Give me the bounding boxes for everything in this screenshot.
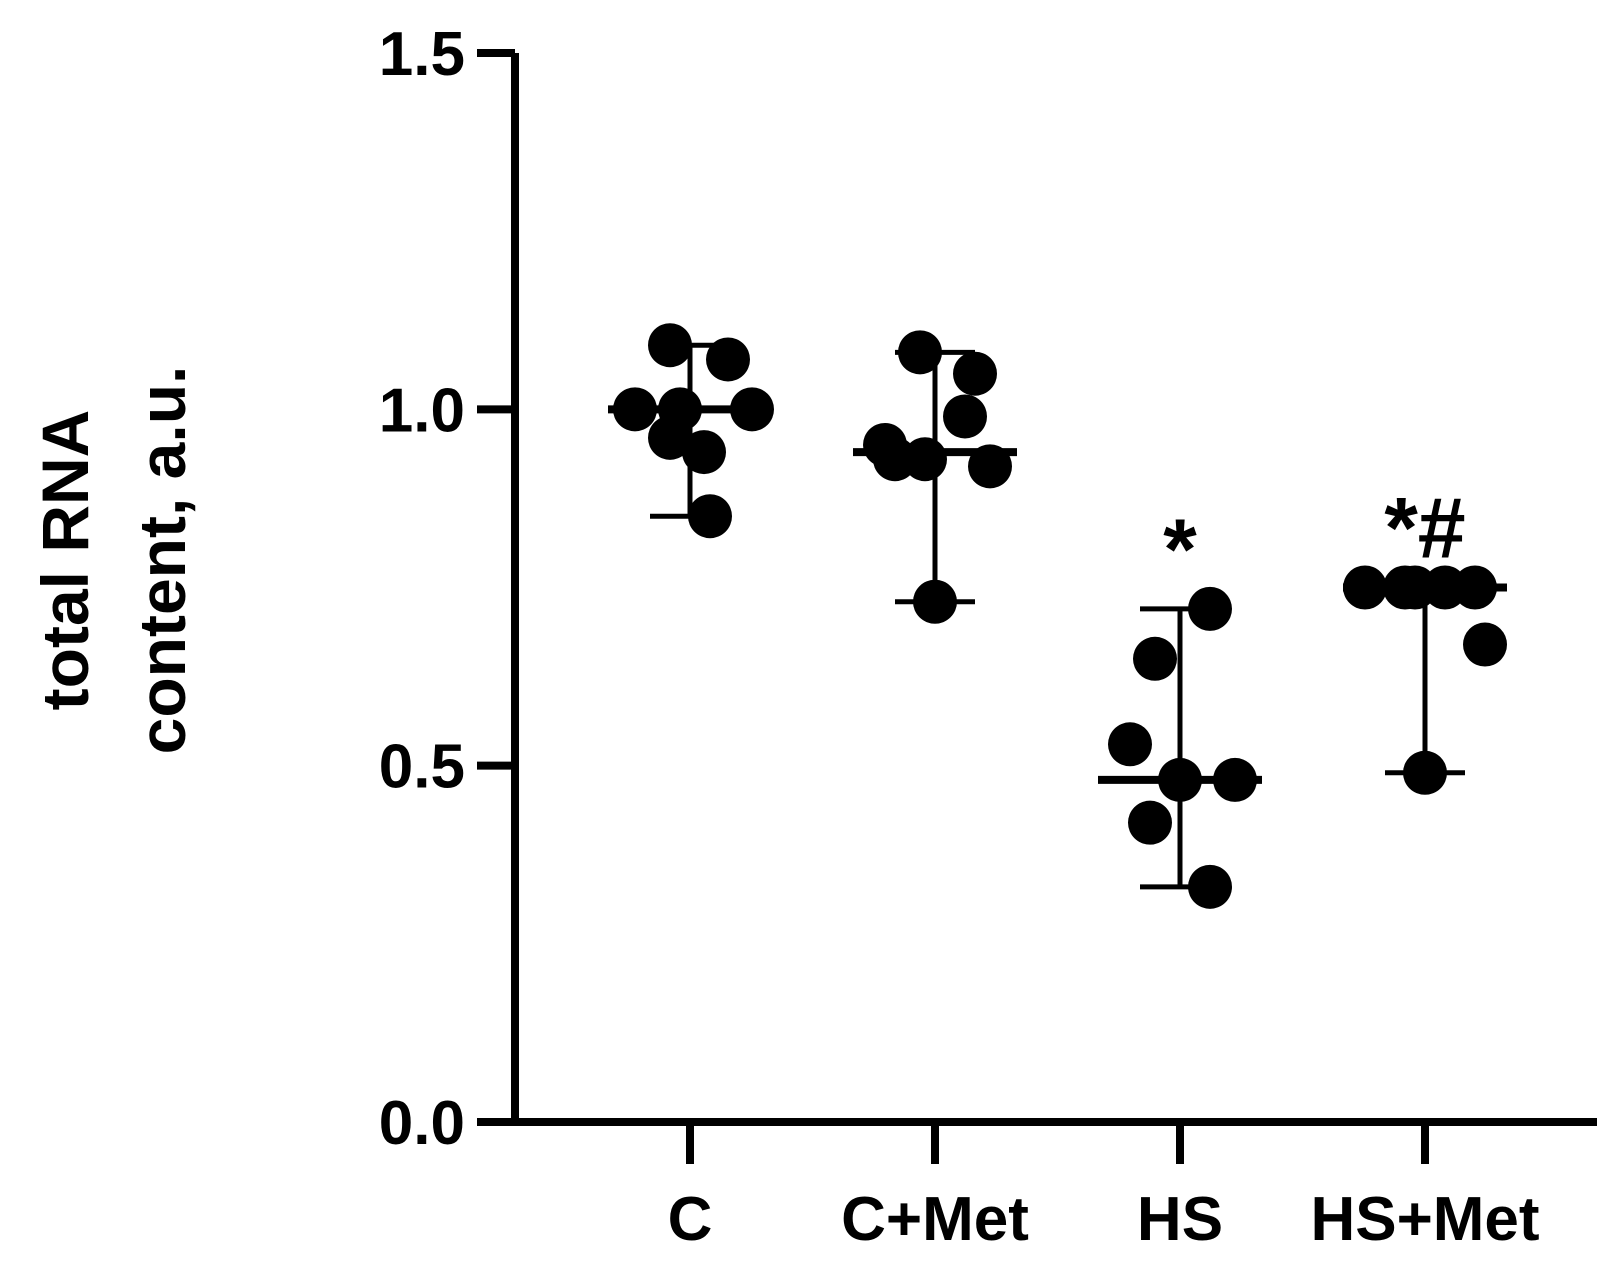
data-point bbox=[1108, 722, 1152, 767]
data-groups: * *# bbox=[608, 323, 1507, 909]
data-point bbox=[873, 437, 917, 482]
x-category-label: C+Met bbox=[841, 1185, 1029, 1254]
group-C+Met bbox=[853, 330, 1017, 624]
data-point bbox=[706, 337, 750, 382]
data-point bbox=[1188, 586, 1232, 631]
data-point bbox=[1188, 864, 1232, 909]
y-tick-label: 1.5 bbox=[379, 20, 465, 89]
data-point bbox=[648, 323, 692, 368]
data-point bbox=[898, 330, 942, 375]
x-category-label: HS+Met bbox=[1310, 1185, 1539, 1254]
y-axis-title-line-1: total RNA bbox=[28, 410, 102, 711]
group-C bbox=[608, 323, 774, 539]
data-point bbox=[688, 494, 732, 539]
data-point bbox=[913, 579, 957, 624]
data-point bbox=[1463, 622, 1507, 667]
y-tick-label: 0.0 bbox=[379, 1089, 465, 1158]
data-point bbox=[953, 351, 997, 396]
significance-marker: *# bbox=[1384, 481, 1465, 577]
data-point bbox=[648, 415, 692, 460]
data-point bbox=[682, 430, 726, 475]
significance-marker: * bbox=[1163, 502, 1197, 598]
y-ticks: 0.0 0.5 1.0 1.5 bbox=[379, 20, 515, 1158]
y-tick-label: 1.0 bbox=[379, 376, 465, 445]
x-category-label: HS bbox=[1137, 1185, 1223, 1254]
category-labels: C C+Met HS HS+Met bbox=[668, 1122, 1540, 1254]
group-HS: * bbox=[1098, 502, 1262, 909]
data-point bbox=[1133, 636, 1177, 681]
x-category-label: C bbox=[668, 1185, 713, 1254]
y-axis-title-line-2: content, a.u. bbox=[125, 366, 199, 755]
y-tick-label: 0.5 bbox=[379, 733, 465, 802]
data-point bbox=[1128, 800, 1172, 845]
data-point bbox=[943, 394, 987, 439]
data-point bbox=[1403, 750, 1447, 795]
y-axis-title: total RNA content, a.u. bbox=[28, 366, 199, 755]
group-HS+Met: *# bbox=[1343, 481, 1507, 795]
